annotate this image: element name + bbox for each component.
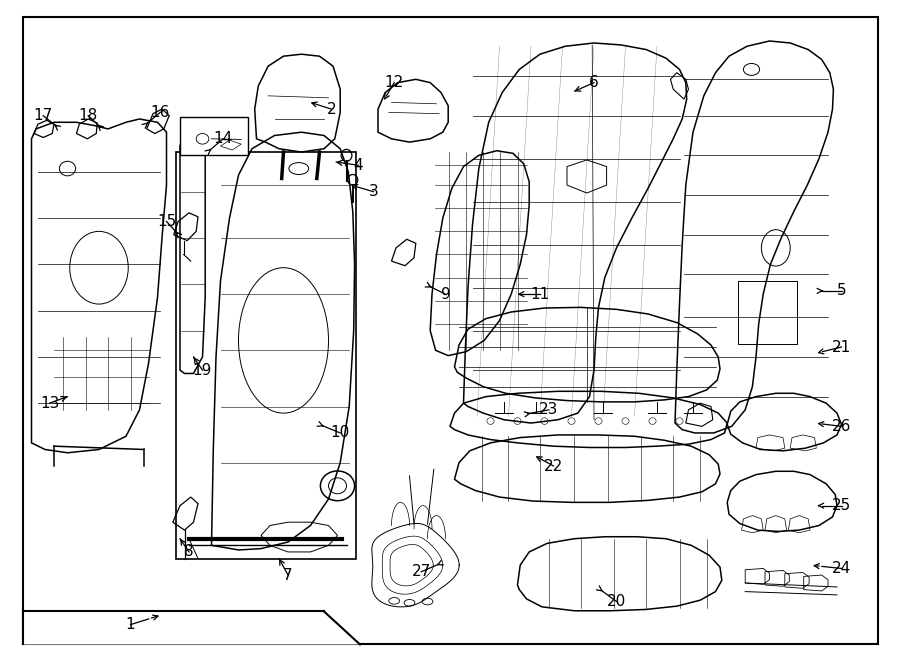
Text: 10: 10: [330, 426, 350, 440]
Text: 23: 23: [539, 403, 559, 417]
Text: 12: 12: [384, 75, 404, 90]
Text: 25: 25: [832, 498, 851, 513]
Text: 13: 13: [40, 396, 59, 410]
Bar: [180, 117, 248, 155]
Text: 14: 14: [213, 132, 233, 146]
Text: 21: 21: [832, 340, 851, 354]
Text: 16: 16: [150, 105, 170, 120]
Text: 2: 2: [327, 102, 336, 116]
Text: 7: 7: [284, 568, 292, 582]
Text: 27: 27: [411, 564, 431, 579]
Polygon shape: [22, 611, 360, 644]
Text: 26: 26: [832, 419, 851, 434]
Text: 18: 18: [78, 108, 98, 123]
Text: 24: 24: [832, 561, 851, 576]
Text: 1: 1: [126, 617, 135, 632]
Text: 5: 5: [837, 284, 846, 298]
Text: 20: 20: [607, 594, 626, 609]
Text: 19: 19: [193, 363, 212, 377]
Text: 9: 9: [441, 287, 450, 301]
Bar: [176, 152, 356, 559]
Text: 17: 17: [33, 108, 53, 123]
Text: 8: 8: [184, 545, 194, 559]
Text: 15: 15: [157, 214, 176, 229]
Text: 3: 3: [369, 184, 378, 199]
Bar: [738, 281, 796, 344]
Text: 11: 11: [530, 287, 550, 301]
Text: 6: 6: [590, 75, 598, 90]
Text: 22: 22: [544, 459, 563, 473]
Text: 4: 4: [354, 158, 363, 173]
